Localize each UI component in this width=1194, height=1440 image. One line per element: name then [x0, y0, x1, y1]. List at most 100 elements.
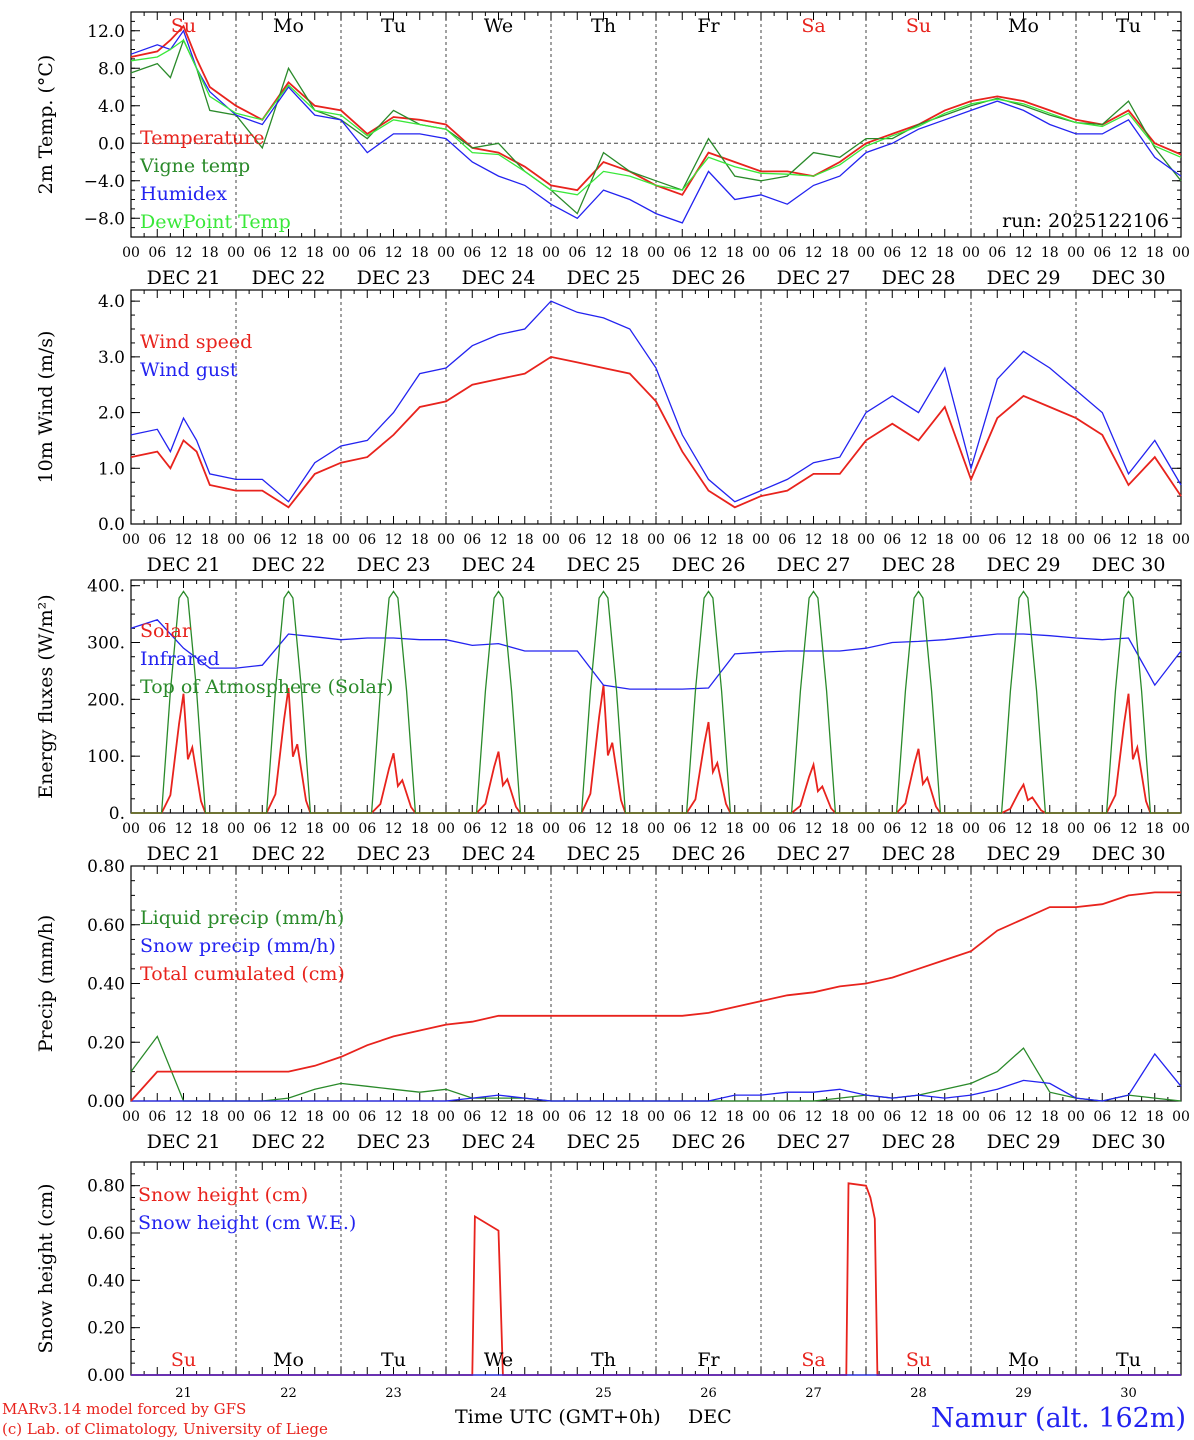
x-tick-label: 00 [962, 532, 980, 548]
x-tick-label: 12 [1015, 821, 1033, 837]
x-tick-label: 00 [857, 1109, 875, 1125]
x-tick-label: 00 [857, 821, 875, 837]
x-tick-label: 06 [148, 532, 166, 548]
x-tick-label: 12 [700, 1109, 718, 1125]
legend-entry: Temperature [140, 127, 264, 149]
x-tick-label: 06 [883, 1109, 901, 1125]
series-line-wind-speed [130, 355, 1182, 509]
series-line-wind-gust [130, 300, 1182, 503]
x-tick-label: 06 [463, 245, 481, 261]
x-tick-label: 12 [595, 821, 613, 837]
x-tick-label: 12 [280, 821, 298, 837]
x-tick-label: 06 [568, 821, 586, 837]
x-tick-label: 00 [542, 821, 560, 837]
y-tick-label: −8.0 [84, 209, 125, 229]
x-tick-label: 18 [726, 821, 744, 837]
x-tick-label: 06 [778, 1109, 796, 1125]
x-tick-label: 18 [936, 532, 954, 548]
x-tick-label: 06 [778, 821, 796, 837]
x-tick-label: 12 [1015, 532, 1033, 548]
date-label: DEC 28 [882, 1131, 956, 1153]
date-label: DEC 30 [1092, 267, 1166, 289]
x-tick-label: 12 [490, 1109, 508, 1125]
run-label: run: 2025122106 [1002, 210, 1169, 232]
day-number: 24 [490, 1386, 507, 1401]
y-tick-label: 0.40 [87, 975, 125, 995]
date-label: DEC 26 [672, 843, 746, 865]
x-tick-label: 06 [358, 1109, 376, 1125]
x-tick-label: 18 [621, 821, 639, 837]
x-tick-label: 18 [201, 821, 219, 837]
x-tick-label: 12 [805, 821, 823, 837]
date-label: DEC 21 [147, 267, 221, 289]
x-tick-label: 06 [253, 532, 271, 548]
date-label: DEC 28 [882, 554, 956, 576]
y-tick-label: 0.60 [87, 916, 125, 936]
legend-entry: Liquid precip (mm/h) [140, 907, 344, 929]
date-label: DEC 26 [672, 267, 746, 289]
y-tick-label: 4.0 [98, 97, 125, 117]
x-tick-label: 06 [1093, 532, 1111, 548]
day-number: 23 [385, 1386, 402, 1401]
x-tick-label: 12 [280, 532, 298, 548]
x-tick-label: 18 [1041, 1109, 1059, 1125]
x-tick-label: 00 [1067, 532, 1085, 548]
x-tick-label: 00 [227, 1109, 245, 1125]
x-tick-label: 00 [1067, 821, 1085, 837]
x-tick-label: 06 [358, 821, 376, 837]
day-name-label: Su [906, 15, 931, 37]
x-tick-label: 18 [936, 1109, 954, 1125]
x-tick-label: 00 [857, 245, 875, 261]
date-label: DEC 23 [357, 843, 431, 865]
x-tick-label: 12 [700, 821, 718, 837]
x-tick-label: 06 [463, 532, 481, 548]
series-line-top-of-atmosphere-solar- [131, 590, 1181, 814]
y-tick-label: 100. [87, 747, 125, 767]
x-tick-label: 06 [568, 532, 586, 548]
x-tick-label: 06 [988, 532, 1006, 548]
x-tick-label: 00 [542, 1109, 560, 1125]
x-tick-label: 18 [516, 1109, 534, 1125]
date-label: DEC 30 [1092, 554, 1166, 576]
date-label: DEC 25 [567, 1131, 641, 1153]
y-tick-label: 0.20 [87, 1033, 125, 1053]
x-tick-label: 00 [752, 245, 770, 261]
legend-entry: Humidex [140, 183, 227, 205]
y-tick-label: 3.0 [98, 348, 125, 368]
date-label: DEC 23 [357, 267, 431, 289]
date-label: DEC 27 [777, 267, 851, 289]
y-tick-label: 0.0 [98, 515, 125, 535]
y-tick-label: 0.00 [87, 1366, 125, 1386]
x-tick-label: 18 [936, 821, 954, 837]
x-tick-label: 12 [805, 245, 823, 261]
x-tick-label: 00 [122, 532, 140, 548]
date-label: DEC 25 [567, 843, 641, 865]
x-tick-label: 18 [726, 245, 744, 261]
x-tick-label: 12 [175, 532, 193, 548]
y-tick-label: 2.0 [98, 404, 125, 424]
x-tick-label: 18 [516, 821, 534, 837]
x-tick-label: 00 [332, 821, 350, 837]
x-tick-label: 00 [962, 245, 980, 261]
x-tick-label: 06 [778, 245, 796, 261]
x-tick-label: 00 [1172, 821, 1190, 837]
lab-credit: (c) Lab. of Climatology, University of L… [2, 1420, 328, 1438]
date-label: DEC 26 [672, 1131, 746, 1153]
legend-entry: Snow precip (mm/h) [140, 935, 336, 957]
x-tick-label: 06 [1093, 245, 1111, 261]
x-tick-label: 06 [358, 532, 376, 548]
legend-entry: DewPoint Temp [140, 211, 291, 233]
x-tick-label: 18 [621, 1109, 639, 1125]
y-tick-label: 0.80 [87, 857, 125, 877]
x-tick-label: 18 [621, 245, 639, 261]
x-tick-label: 06 [463, 1109, 481, 1125]
panel-1-frame [130, 11, 1182, 238]
date-label: DEC 27 [777, 1131, 851, 1153]
y-tick-label: 200. [87, 690, 125, 710]
date-label: DEC 26 [672, 554, 746, 576]
day-name-label: Su [171, 1349, 196, 1371]
x-tick-label: 12 [385, 1109, 403, 1125]
y-axis-label: Energy fluxes (W/m²) [35, 594, 57, 798]
x-tick-label: 12 [280, 1109, 298, 1125]
x-tick-label: 12 [280, 245, 298, 261]
